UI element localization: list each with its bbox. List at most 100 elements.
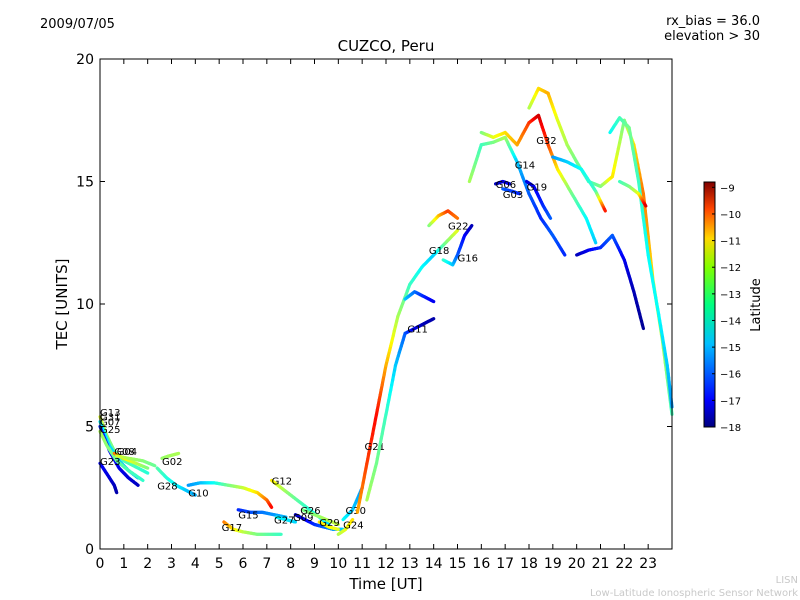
track-segment bbox=[643, 203, 648, 208]
x-tick-label: 21 bbox=[592, 556, 610, 572]
satellite-label: G27 bbox=[274, 516, 294, 527]
satellite-track bbox=[155, 466, 197, 497]
satellite-track bbox=[365, 317, 436, 502]
satellite-label: G21 bbox=[365, 442, 385, 453]
x-tick-label: 20 bbox=[568, 556, 586, 572]
x-tick-label: 11 bbox=[353, 556, 371, 572]
satellite-label: G18 bbox=[429, 246, 449, 257]
x-axis-label: Time [UT] bbox=[348, 575, 422, 593]
satellite-label: G06 bbox=[496, 180, 516, 191]
colorbar-tick-label: −17 bbox=[720, 396, 741, 407]
x-tick-label: 12 bbox=[377, 556, 395, 572]
x-tick-label: 15 bbox=[449, 556, 467, 572]
track-segment bbox=[431, 317, 436, 321]
satellite-track bbox=[317, 520, 340, 532]
track-segment bbox=[454, 215, 460, 220]
colorbar-tick-label: −15 bbox=[720, 343, 741, 354]
track-segment bbox=[152, 463, 157, 468]
colorbar-tick-label: −12 bbox=[720, 263, 741, 274]
x-tick-label: 19 bbox=[544, 556, 562, 572]
colorbar-gradient bbox=[703, 181, 716, 428]
satellite-label: G30 bbox=[346, 506, 366, 517]
x-tick-label: 2 bbox=[143, 556, 152, 572]
elevation-label: elevation > 30 bbox=[664, 29, 760, 44]
satellite-label: G25 bbox=[100, 425, 120, 436]
colorbar-tick-label: −9 bbox=[720, 183, 735, 194]
satellite-label: G02 bbox=[162, 457, 182, 468]
satellite-track bbox=[336, 517, 355, 536]
satellite-label: G29 bbox=[319, 518, 339, 529]
x-tick-label: 8 bbox=[286, 556, 295, 572]
x-tick-label: 5 bbox=[215, 556, 224, 572]
x-tick-label: 10 bbox=[329, 556, 347, 572]
track-segment bbox=[269, 505, 274, 509]
satellite-track bbox=[222, 520, 283, 536]
y-tick-label: 5 bbox=[85, 420, 94, 436]
satellite-label: G32 bbox=[536, 136, 556, 147]
track-segment bbox=[335, 522, 340, 527]
satellite-label: G19 bbox=[527, 182, 547, 193]
satellite-label: G08 bbox=[114, 447, 134, 458]
colorbar-label: Latitude bbox=[749, 278, 764, 332]
x-tick-label: 9 bbox=[310, 556, 319, 572]
y-tick-label: 15 bbox=[76, 175, 94, 191]
x-tick-label: 6 bbox=[239, 556, 248, 572]
colorbar-tick-label: −10 bbox=[720, 210, 741, 221]
plot-frame bbox=[99, 58, 673, 550]
colorbar: −18 −17 −16 −15 −14 −13 −12 −11 −10 −9 Latitude bbox=[703, 181, 764, 434]
satellite-label: G13 bbox=[100, 408, 120, 419]
satellite-track bbox=[467, 135, 567, 257]
x-tick-label: 17 bbox=[496, 556, 514, 572]
satellite-label: G11 bbox=[407, 325, 427, 336]
colorbar-tick-label: −11 bbox=[720, 237, 741, 248]
track-segment bbox=[431, 299, 436, 304]
colorbar-tick-label: −18 bbox=[720, 423, 741, 434]
satellite-track bbox=[608, 116, 674, 409]
satellite-track bbox=[186, 481, 274, 509]
satellite-track bbox=[98, 461, 119, 495]
satellite-track bbox=[427, 209, 460, 228]
track-segment bbox=[602, 207, 607, 213]
track-segment bbox=[469, 224, 474, 229]
satellite-label: G26 bbox=[300, 506, 320, 517]
satellite-label: G17 bbox=[222, 523, 242, 534]
satellite-track bbox=[524, 179, 553, 220]
y-axis-label: TEC [UNITS] bbox=[53, 259, 71, 351]
satellite-track bbox=[479, 113, 598, 245]
x-tick-label: 0 bbox=[96, 556, 105, 572]
x-tick-label: 14 bbox=[425, 556, 443, 572]
axes: 0 1 2 3 4 5 6 7 8 9 10 11 12 13 14 15 16 17 18 19 20 21 22 2305… bbox=[76, 52, 672, 572]
track-segment bbox=[192, 493, 197, 497]
satellite-track bbox=[494, 179, 512, 186]
satellite-track bbox=[551, 155, 607, 213]
track-segment bbox=[640, 323, 646, 331]
x-tick-label: 1 bbox=[119, 556, 128, 572]
colorbar-ticks: −18 −17 −16 −15 −14 −13 −12 −11 −10 −9 bbox=[712, 183, 741, 434]
x-tick-label: 3 bbox=[167, 556, 176, 572]
x-tick-label: 4 bbox=[191, 556, 200, 572]
satellite-label: G10 bbox=[188, 489, 208, 500]
track-segment bbox=[454, 228, 460, 234]
track-segment bbox=[135, 483, 140, 487]
y-tick-label: 0 bbox=[85, 542, 94, 558]
track-segment bbox=[145, 471, 150, 475]
track-segment bbox=[350, 517, 355, 523]
satellite-track bbox=[115, 454, 157, 468]
satellite-track bbox=[236, 508, 288, 519]
credit-line-2: Low-Latitude Ionospheric Sensor Network bbox=[590, 588, 798, 599]
satellite-label: G04 bbox=[117, 447, 137, 458]
rx-bias-label: rx_bias = 36.0 bbox=[666, 14, 760, 29]
y-tick-label: 20 bbox=[76, 52, 94, 68]
satellite-label: G15 bbox=[238, 511, 258, 522]
satellite-track bbox=[575, 233, 646, 331]
x-tick-label: 13 bbox=[401, 556, 419, 572]
x-tick-label: 7 bbox=[262, 556, 271, 572]
track-segment bbox=[548, 215, 553, 220]
track-segment bbox=[593, 238, 598, 245]
track-segment bbox=[326, 522, 331, 527]
date-label: 2009/07/05 bbox=[40, 17, 115, 32]
y-tick-label: 10 bbox=[76, 297, 94, 313]
satellite-label: G12 bbox=[272, 476, 292, 487]
satellite-label: G24 bbox=[343, 521, 363, 532]
x-tick-label: 22 bbox=[615, 556, 633, 572]
